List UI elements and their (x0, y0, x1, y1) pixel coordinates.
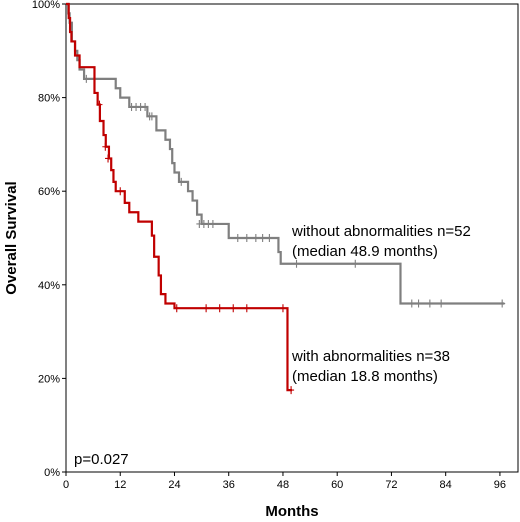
x-tick-label: 24 (168, 479, 180, 491)
censor-mark (415, 299, 422, 308)
x-tick-label: 12 (114, 479, 126, 491)
censor-mark (234, 234, 241, 242)
annotation-without-line2: (median 48.9 months) (292, 243, 438, 260)
censor-mark (203, 304, 210, 313)
censor-mark (352, 259, 359, 268)
x-tick-label: 72 (385, 479, 397, 491)
plot-border (65, 3, 519, 473)
survival-curve-1 (66, 2, 292, 392)
censor-mark (438, 299, 445, 308)
censor-mark (96, 100, 103, 109)
censor-mark (243, 234, 250, 242)
y-tick-label: 40% (38, 280, 60, 292)
annotation-without-line1: without abnormalities n=52 (291, 223, 471, 240)
censor-mark (259, 234, 266, 242)
x-tick-label: 48 (277, 479, 289, 491)
censor-mark (243, 304, 250, 313)
censor-mark (102, 142, 109, 151)
y-tick-label: 20% (38, 373, 60, 385)
censor-mark (252, 234, 259, 242)
y-tick-label: 0% (44, 467, 60, 479)
y-tick-label: 60% (38, 186, 60, 198)
censor-mark (83, 74, 90, 83)
survival-curve-0 (66, 2, 505, 305)
censor-mark (216, 304, 223, 313)
y-axis-title: Overall Survival (3, 181, 20, 294)
censor-mark (408, 299, 415, 308)
x-tick-label: 84 (440, 479, 452, 491)
censor-mark (209, 219, 216, 228)
censor-mark (279, 304, 286, 313)
censor-mark (293, 259, 300, 268)
censor-mark (117, 187, 124, 196)
annotation-with-line1: with abnormalities n=38 (291, 348, 450, 365)
censor-mark (499, 299, 506, 308)
censor-mark (142, 102, 149, 111)
censor-mark (288, 386, 295, 395)
x-tick-label: 36 (223, 479, 235, 491)
censor-mark (266, 234, 273, 242)
censor-mark (230, 304, 237, 313)
p-value: p=0.027 (74, 451, 129, 468)
censor-mark (105, 154, 112, 163)
y-tick-label: 100% (32, 0, 60, 11)
censor-mark (148, 112, 155, 121)
x-tick-label: 96 (494, 479, 506, 491)
annotation-with-line2: (median 18.8 months) (292, 368, 438, 385)
censor-mark (178, 177, 185, 186)
x-axis-title: Months (265, 503, 318, 520)
x-tick-label: 0 (63, 479, 69, 491)
y-tick-label: 80% (38, 93, 60, 105)
censor-mark (173, 304, 180, 313)
censor-mark (426, 299, 433, 308)
x-tick-label: 60 (331, 479, 343, 491)
